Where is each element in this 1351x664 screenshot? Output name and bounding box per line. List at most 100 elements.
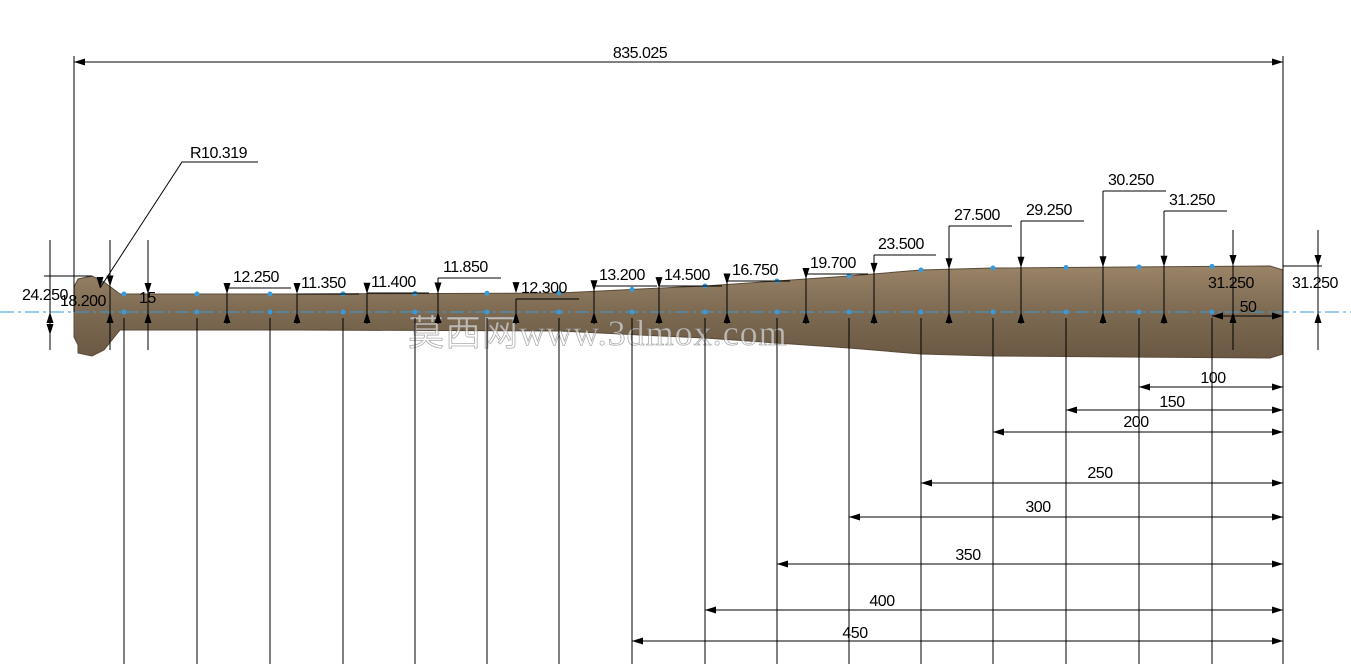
arrowhead [590,280,598,292]
arrowhead [46,324,54,335]
arrowhead [802,267,810,279]
station-dimension: 250 [1087,465,1113,482]
arrowhead [1229,312,1237,323]
profile-point [1209,263,1215,269]
watermark: 莫西网www.3dmox.com [408,313,788,353]
arrowhead [993,428,1004,436]
profile-point [918,267,924,273]
profile-point [918,309,924,315]
profile-point [1136,309,1142,315]
profile-point [774,309,780,315]
profile-point [121,291,127,297]
diameter-dimension: 29.250 [1026,202,1073,219]
arrowhead [1212,312,1223,320]
leader-line [99,161,258,289]
arrowhead [1099,256,1107,268]
arrowhead [293,283,301,294]
profile-point [267,309,273,315]
profile-point [629,286,635,292]
diameter-dimension: 13.200 [599,267,646,284]
profile-point [1136,264,1142,270]
arrowhead [1272,513,1283,521]
profile-point [1063,309,1069,315]
arrowhead [723,273,731,285]
knob-dimension: 18.200 [60,293,107,310]
station-dimension: 350 [955,547,981,564]
arrowhead [655,312,663,323]
station-dimension: 450 [842,625,868,642]
profile-point [846,309,852,315]
profile-point [1063,264,1069,270]
station-dimension: 200 [1123,414,1149,431]
arrowhead [144,283,152,294]
arrowhead [1017,312,1025,323]
diameter-dimension: 12.300 [521,280,568,297]
arrowhead [144,312,152,323]
profile-point [556,290,562,296]
station-dimension: 100 [1200,370,1226,387]
arrowhead [945,312,953,323]
arrowhead [1272,312,1283,320]
end-diameter: 31.250 [1292,275,1339,292]
arrowhead [512,282,520,294]
arrowhead [632,637,643,645]
diameter-dimension: 11.400 [371,274,416,291]
arrowhead [849,513,860,521]
arrowhead [1272,606,1283,614]
diameter-dimension: 16.750 [732,262,779,279]
arrowhead [1139,383,1150,391]
arrowhead [1099,312,1107,323]
diameter-dimension: 31.250 [1169,192,1216,209]
arrowhead [705,606,716,614]
arrowhead [590,312,598,323]
station-dimension: 400 [869,593,895,610]
overall-length: 835.025 [613,45,668,62]
arrowhead [512,312,520,323]
arrowhead [777,560,788,568]
arrowhead [1017,256,1025,268]
arrowhead [74,58,85,66]
arrowhead [802,312,810,323]
arrowhead [870,312,878,323]
knob-dimension: 24.250 [22,287,69,304]
arrowhead [293,312,301,323]
diameter-dimension: 19.700 [810,255,857,272]
diameter-dimension: 11.350 [301,275,346,292]
arrowhead [1314,312,1322,323]
profile-point [629,309,635,315]
arrowhead [106,312,114,323]
diameter-dimension: 30.250 [1108,172,1155,189]
station-dimension: 150 [1159,394,1185,411]
arrowhead [96,277,104,288]
end-diameter: 31.250 [1208,275,1255,292]
profile-point [412,309,418,315]
arrowhead [1272,406,1283,414]
profile-point [702,309,708,315]
profile-point [846,273,852,279]
station-dimension: 50 [1240,299,1257,316]
arrowhead [1272,58,1283,66]
arrowhead [1160,312,1168,323]
arrowhead [46,312,54,323]
station-dimension: 300 [1025,499,1051,516]
arrowhead [1066,406,1077,414]
profile-point [990,309,996,315]
arrowhead [434,282,442,294]
arrowhead [1272,383,1283,391]
arrowhead [1272,560,1283,568]
diameter-dimension: 14.500 [664,267,711,284]
radius-label: R10.319 [190,145,248,162]
profile-point [412,291,418,297]
arrowhead [434,312,442,323]
profile-point [990,265,996,271]
diameter-dimension: 12.250 [233,269,280,286]
arrowhead [223,312,231,323]
arrowhead [870,262,878,274]
arrowhead [1272,479,1283,487]
profile-point [484,309,490,315]
arrowhead [1272,637,1283,645]
diameter-dimension: 11.850 [443,259,488,276]
profile-point [1209,309,1215,315]
arrowhead [1229,255,1237,266]
profile-point [121,309,127,315]
